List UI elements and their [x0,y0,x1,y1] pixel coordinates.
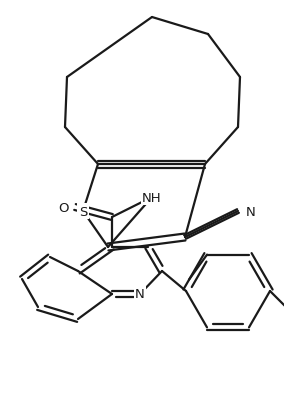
Text: NH: NH [142,191,162,204]
Text: S: S [79,205,87,218]
Text: O: O [59,201,69,214]
Text: N: N [135,288,145,301]
Text: N: N [246,205,256,218]
